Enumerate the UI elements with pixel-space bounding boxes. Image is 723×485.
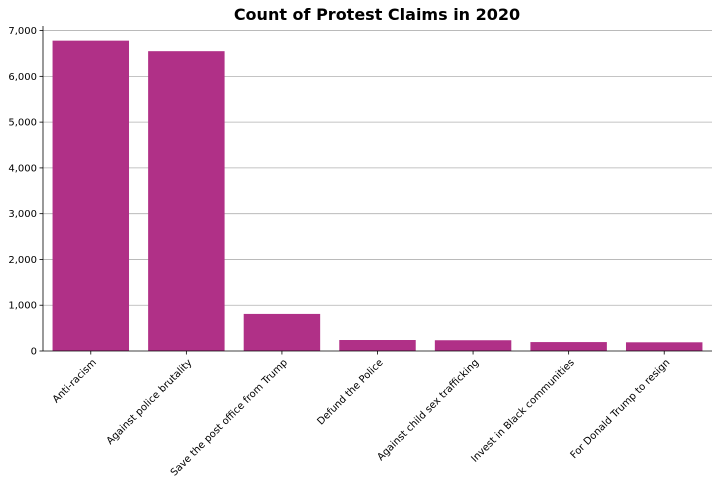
x-tick-label: Against child sex trafficking <box>375 357 481 463</box>
x-axis-ticks: Anti-racism Against police brutalitySave … <box>51 351 672 479</box>
chart-title: Count of Protest Claims in 2020 <box>234 5 520 24</box>
y-tick-label: 2,000 <box>8 255 37 266</box>
x-tick-label: Anti-racism <box>51 357 99 405</box>
bar <box>243 313 321 351</box>
bars <box>52 40 703 351</box>
grid-lines <box>43 30 712 306</box>
bar <box>339 340 416 351</box>
y-axis-ticks: 0 1,000 2,000 3,000 4,000 5,000 6,000 7,000 <box>8 26 43 358</box>
bar <box>530 342 607 351</box>
axes <box>42 26 712 352</box>
bar <box>148 51 225 351</box>
y-tick-label: 0 <box>31 347 37 358</box>
bar <box>434 340 512 351</box>
y-tick-label: 5,000 <box>8 118 37 129</box>
y-tick-label: 4,000 <box>8 163 37 174</box>
bar <box>625 342 703 351</box>
x-tick-label: Invest in Black communities <box>469 357 576 464</box>
y-tick-label: 7,000 <box>8 26 37 37</box>
x-tick-label: Save the post office from Trump <box>169 357 290 478</box>
y-tick-label: 3,000 <box>8 209 37 220</box>
x-tick-label: For Donald Trump to resign <box>569 357 673 461</box>
x-tick-label: Defund the Police <box>315 357 385 427</box>
y-tick-label: 6,000 <box>8 72 37 83</box>
bar <box>52 40 130 351</box>
x-tick-label: Against police brutality <box>105 357 195 447</box>
y-tick-label: 1,000 <box>8 301 37 312</box>
